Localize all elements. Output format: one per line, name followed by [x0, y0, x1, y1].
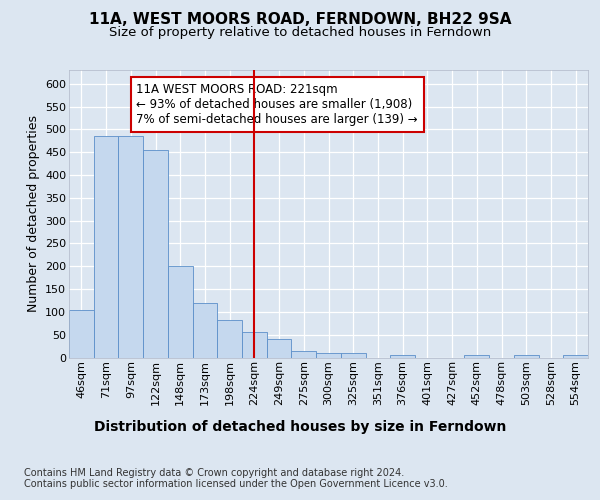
Bar [242, 332, 267, 357]
Bar [390, 355, 415, 358]
Bar [118, 136, 143, 358]
Bar [168, 266, 193, 358]
Text: 11A WEST MOORS ROAD: 221sqm
← 93% of detached houses are smaller (1,908)
7% of s: 11A WEST MOORS ROAD: 221sqm ← 93% of det… [136, 83, 418, 126]
Text: 11A, WEST MOORS ROAD, FERNDOWN, BH22 9SA: 11A, WEST MOORS ROAD, FERNDOWN, BH22 9SA [89, 12, 511, 28]
Bar [94, 136, 118, 358]
Bar [316, 353, 341, 358]
Bar [193, 302, 217, 358]
Bar [217, 320, 242, 358]
Text: Distribution of detached houses by size in Ferndown: Distribution of detached houses by size … [94, 420, 506, 434]
Bar [563, 355, 588, 358]
Bar [464, 355, 489, 358]
Text: Size of property relative to detached houses in Ferndown: Size of property relative to detached ho… [109, 26, 491, 39]
Y-axis label: Number of detached properties: Number of detached properties [26, 116, 40, 312]
Bar [143, 150, 168, 358]
Bar [292, 350, 316, 358]
Bar [341, 353, 365, 358]
Bar [267, 339, 292, 357]
Text: Contains HM Land Registry data © Crown copyright and database right 2024.
Contai: Contains HM Land Registry data © Crown c… [24, 468, 448, 489]
Bar [514, 355, 539, 358]
Bar [69, 310, 94, 358]
